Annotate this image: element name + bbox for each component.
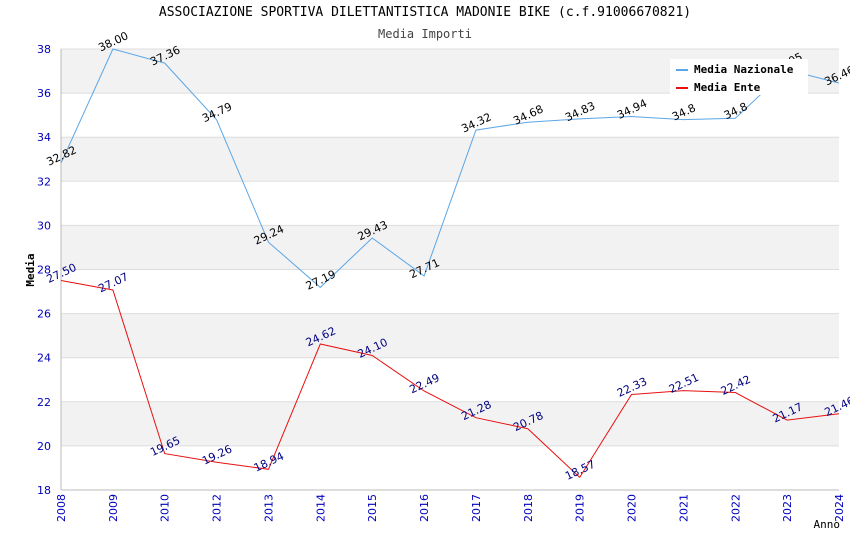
x-tick-label: 2019 (574, 494, 587, 522)
y-tick-label: 34 (37, 131, 51, 144)
data-label: 34.32 (459, 110, 493, 135)
x-tick-label: 2008 (55, 494, 68, 522)
data-label: 34.94 (615, 97, 649, 122)
y-tick-label: 24 (37, 352, 51, 365)
series-line-media-nazionale (60, 48, 840, 289)
legend-item-media-ente: Media Ente (676, 80, 760, 96)
y-tick-label: 22 (37, 396, 51, 409)
y-tick-label: 18 (37, 484, 51, 497)
x-tick-label: 2014 (314, 494, 327, 522)
y-tick-label: 36 (37, 87, 51, 100)
x-tick-label: 2020 (626, 494, 639, 522)
chart-title: ASSOCIAZIONE SPORTIVA DILETTANTISTICA MA… (158, 5, 692, 20)
legend: Media Nazionale Media Ente (670, 59, 808, 95)
chart-subtitle: Media Importi (378, 27, 472, 41)
legend-item-media-nazionale: Media Nazionale (676, 62, 793, 78)
x-tick-label: 2023 (781, 494, 794, 522)
x-tick-label: 2009 (107, 494, 120, 522)
data-label: 34.8 (670, 101, 698, 123)
legend-label-media-nazionale: Media Nazionale (694, 63, 794, 76)
x-tick-label: 2022 (729, 494, 742, 522)
x-axis-label: Anno (814, 518, 841, 531)
y-tick-label: 28 (37, 264, 51, 277)
grid-band (61, 313, 839, 358)
data-label: 18.94 (252, 450, 286, 475)
y-tick-label: 32 (37, 175, 51, 188)
legend-label-media-ente: Media Ente (694, 81, 761, 94)
data-label: 34.68 (511, 102, 545, 127)
x-tick-label: 2012 (211, 494, 224, 522)
data-label: 22.49 (408, 371, 442, 396)
x-tick-label: 2018 (522, 494, 535, 522)
x-tick-label: 2010 (159, 494, 172, 522)
grid-band (61, 401, 839, 446)
legend-swatch-media-ente (676, 87, 688, 89)
grid-band (61, 225, 839, 270)
y-tick-label: 30 (37, 219, 51, 232)
x-tick-label: 2021 (677, 494, 690, 522)
x-tick-label: 2024 (833, 494, 846, 522)
data-label: 27.19 (304, 268, 338, 293)
y-axis-label: Media (24, 253, 37, 286)
legend-swatch-media-nazionale (676, 69, 688, 71)
data-label: 22.33 (615, 375, 649, 400)
grid-band (61, 137, 839, 182)
series-line-media-ente (60, 280, 840, 479)
data-label: 18.57 (563, 458, 597, 483)
data-label: 34.83 (563, 99, 597, 124)
y-tick-label: 26 (37, 308, 51, 321)
x-tick-label: 2017 (470, 494, 483, 522)
y-tick-label: 20 (37, 440, 51, 453)
data-label: 34.8 (722, 100, 750, 122)
x-tick-label: 2015 (366, 494, 379, 522)
x-tick-label: 2016 (418, 494, 431, 522)
x-tick-label: 2013 (262, 494, 275, 522)
data-label: 22.42 (719, 373, 753, 398)
y-tick-label: 38 (37, 43, 51, 56)
data-label: 22.51 (667, 371, 701, 396)
